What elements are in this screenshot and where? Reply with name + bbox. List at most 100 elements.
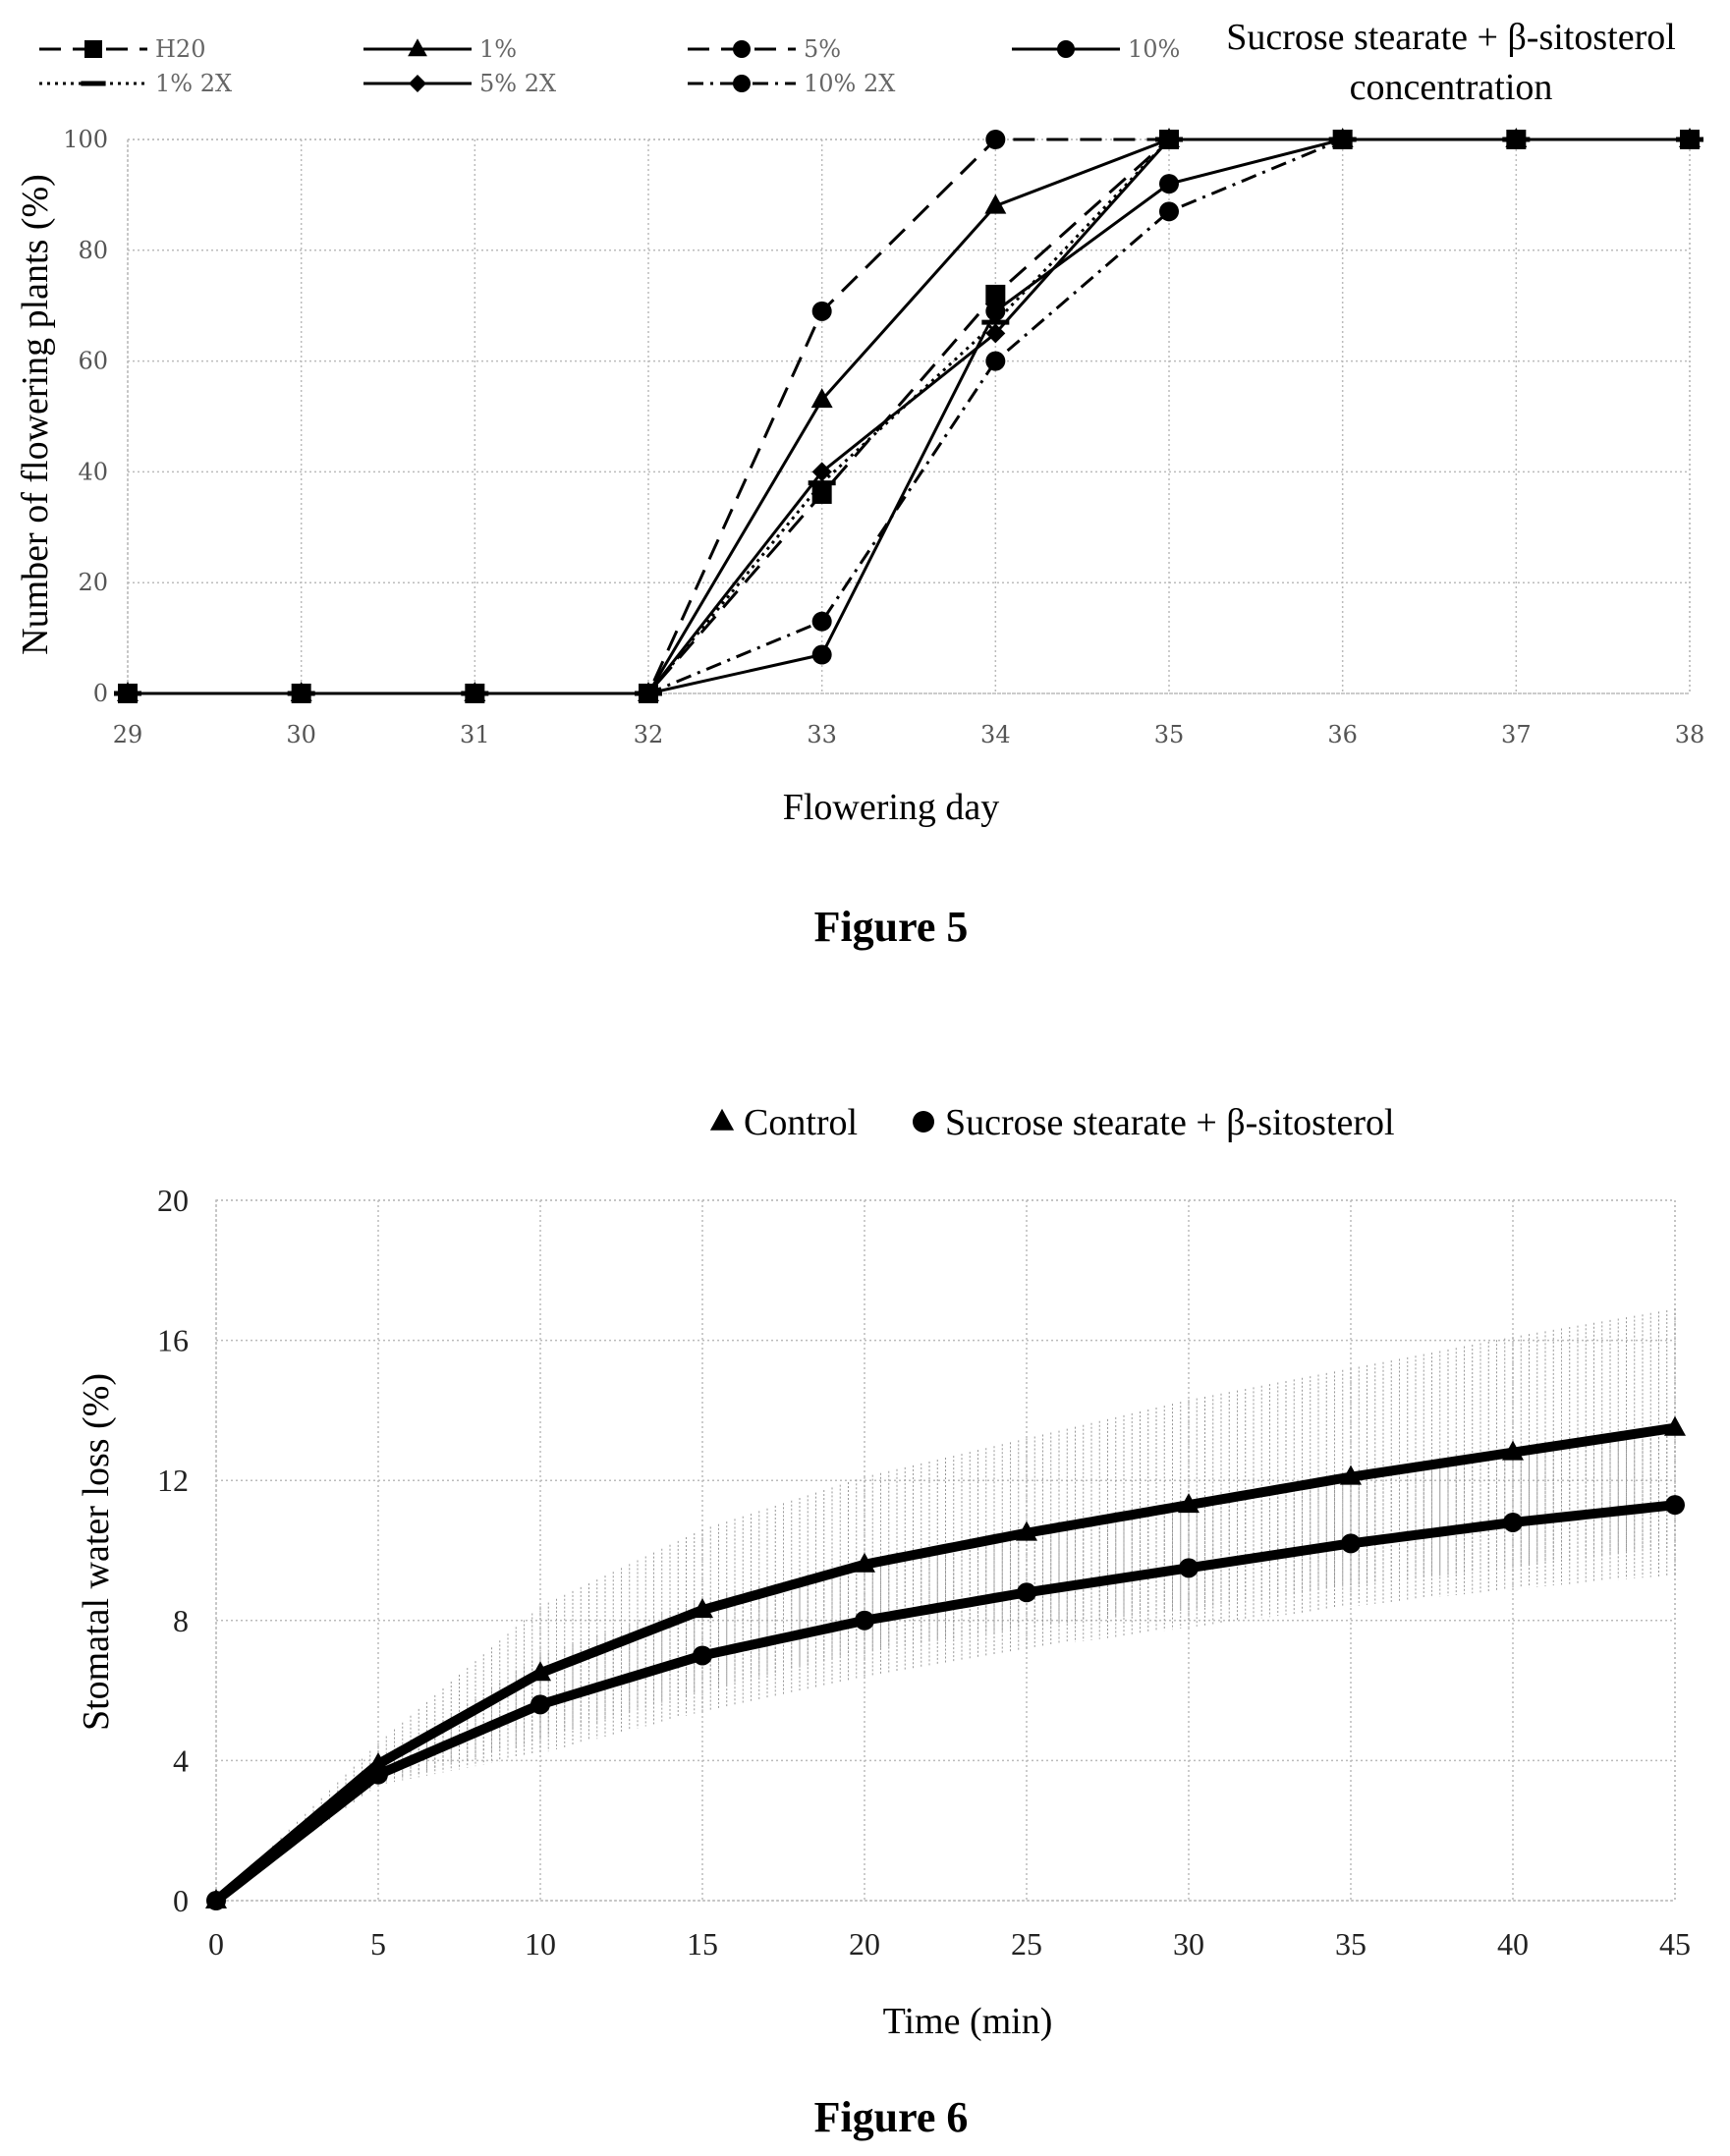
- flowering-legend-marker: [84, 40, 102, 58]
- flowering-chart: 29 30 31 32 33 34 35 36 37 38 0 20 40 60 80 100 Flower…: [15, 17, 1704, 951]
- flowering-chart-x-tick-label: 37: [1501, 721, 1532, 748]
- flowering-legend-marker: [409, 75, 426, 92]
- flowering-series-line: [128, 138, 1690, 695]
- flowering-series-line: [128, 138, 1690, 695]
- flowering-series-line: [128, 138, 1690, 695]
- flowering-series-point: [810, 388, 833, 409]
- water-loss-series-point: [692, 1598, 713, 1619]
- water-loss-series-point: [530, 1661, 551, 1682]
- flowering-chart-x-tick-label: 33: [807, 721, 837, 748]
- flowering-series-line: [128, 138, 1690, 695]
- flowering-chart-legend-title-line1: Sucrose stearate + β-sitosterol: [1226, 17, 1676, 58]
- water-loss-chart-x-tick-label: 20: [849, 1926, 880, 1962]
- water-loss-series-point: [1664, 1415, 1686, 1436]
- flowering-series-point: [291, 684, 311, 703]
- flowering-series-point: [465, 684, 485, 703]
- water-loss-chart-x-tick-label: 0: [208, 1926, 224, 1962]
- water-loss-series-point: [693, 1645, 712, 1666]
- flowering-series-point: [1159, 130, 1179, 149]
- flowering-legend-label: 5%: [804, 35, 841, 63]
- flowering-series-line: [128, 138, 1690, 695]
- water-loss-chart-y-tick-label: 8: [173, 1603, 189, 1638]
- flowering-chart-x-tick-label: 36: [1327, 721, 1358, 748]
- flowering-chart-x-tick-label: 34: [980, 721, 1011, 748]
- flowering-legend-marker: [733, 40, 751, 58]
- flowering-legend-label: H20: [155, 35, 205, 63]
- flowering-chart-y-ticks: 0 20 40 60 80 100: [63, 126, 108, 707]
- water-loss-series-point: [1178, 1493, 1200, 1514]
- flowering-legend-label: 1% 2X: [155, 70, 232, 97]
- water-loss-chart-y-tick-label: 4: [173, 1742, 189, 1778]
- flowering-chart-x-ticks: 29 30 31 32 33 34 35 36 37 38: [113, 721, 1705, 748]
- flowering-series-point: [985, 130, 1006, 149]
- flowering-legend-marker: [81, 81, 106, 86]
- water-loss-series-point: [854, 1552, 875, 1573]
- figure-6-caption: Figure 6: [814, 2093, 969, 2141]
- flowering-series-point: [984, 193, 1007, 214]
- flowering-series-line: [128, 138, 1690, 695]
- water-loss-chart-y-tick-label: 12: [157, 1463, 189, 1498]
- flowering-legend-label: 10%: [1128, 35, 1180, 63]
- flowering-chart-legend-title-line2: concentration: [1350, 67, 1553, 108]
- water-loss-chart-legend: Control Sucrose stearate + β-sitosterol: [709, 1102, 1395, 1143]
- flowering-series-point: [1159, 201, 1179, 222]
- water-loss-series-line: [212, 1500, 1676, 1905]
- flowering-chart-grid: [127, 138, 1691, 694]
- flowering-series-point: [1680, 130, 1700, 149]
- water-loss-chart-x-tick-label: 45: [1659, 1926, 1691, 1962]
- water-loss-legend-label: Control: [744, 1102, 858, 1143]
- flowering-legend-marker: [1057, 40, 1075, 58]
- water-loss-legend-label: Sucrose stearate + β-sitosterol: [945, 1102, 1395, 1143]
- flowering-series-point: [985, 351, 1006, 371]
- flowering-chart-y-tick-label: 0: [93, 680, 108, 707]
- flowering-chart-x-tick-label: 31: [460, 721, 490, 748]
- flowering-chart-x-tick-label: 29: [113, 721, 143, 748]
- flowering-series-point: [985, 301, 1006, 321]
- water-loss-series-point: [855, 1610, 874, 1631]
- flowering-chart-y-label: Number of flowering plants (%): [15, 174, 56, 655]
- flowering-chart-x-label: Flowering day: [783, 787, 1000, 828]
- flowering-chart-y-tick-label: 80: [78, 237, 108, 264]
- water-loss-legend-marker: [709, 1108, 735, 1131]
- water-loss-chart-y-tick-label: 0: [173, 1883, 189, 1918]
- flowering-chart-y-tick-label: 100: [63, 126, 108, 153]
- water-loss-chart-x-tick-label: 5: [370, 1926, 386, 1962]
- flowering-chart-x-tick-label: 38: [1675, 721, 1705, 748]
- flowering-series-line: [128, 138, 1690, 695]
- flowering-legend-marker: [408, 38, 427, 57]
- flowering-series-point: [811, 483, 832, 504]
- figure-5-caption: Figure 5: [814, 903, 969, 951]
- water-loss-chart-series: [205, 1415, 1686, 1910]
- flowering-series-point: [118, 684, 138, 703]
- flowering-series-point: [1506, 130, 1527, 149]
- flowering-chart-y-tick-label: 40: [78, 458, 108, 485]
- water-loss-series-point: [1341, 1533, 1361, 1554]
- flowering-legend-label: 5% 2X: [479, 70, 556, 97]
- water-loss-series-point: [1179, 1558, 1199, 1578]
- flowering-series-point: [811, 301, 832, 321]
- water-loss-chart-x-tick-label: 35: [1335, 1926, 1367, 1962]
- flowering-legend-label: 1%: [479, 35, 517, 63]
- water-loss-chart-x-tick-label: 30: [1173, 1926, 1204, 1962]
- flowering-series-point: [808, 480, 836, 486]
- flowering-series-point: [985, 284, 1006, 304]
- flowering-series-point: [985, 323, 1006, 344]
- water-loss-chart-x-ticks: 0 5 10 15 20 25 30 35 40 45: [208, 1926, 1691, 1962]
- water-loss-chart: 0 5 10 15 20 25 30 35 40 45 0 4 8 12 16 20 Control Sucr…: [76, 1102, 1691, 2141]
- flowering-series-point: [639, 684, 658, 703]
- water-loss-chart-y-label: Stomatal water loss (%): [76, 1373, 117, 1731]
- flowering-chart-x-tick-label: 30: [286, 721, 316, 748]
- flowering-series-point: [811, 611, 832, 632]
- water-loss-chart-x-tick-label: 10: [525, 1926, 556, 1962]
- water-loss-chart-x-label: Time (min): [883, 2001, 1053, 2042]
- water-loss-series-line: [212, 1422, 1676, 1905]
- flowering-chart-x-tick-label: 35: [1154, 721, 1185, 748]
- flowering-series-point: [811, 644, 832, 665]
- water-loss-chart-y-ticks: 0 4 8 12 16 20: [157, 1183, 189, 1918]
- water-loss-series-point: [206, 1891, 226, 1910]
- flowering-legend-marker: [733, 75, 751, 92]
- flowering-chart-y-tick-label: 60: [78, 348, 108, 375]
- water-loss-series-point: [530, 1694, 550, 1715]
- water-loss-chart-x-tick-label: 25: [1011, 1926, 1042, 1962]
- water-loss-chart-x-tick-label: 15: [687, 1926, 718, 1962]
